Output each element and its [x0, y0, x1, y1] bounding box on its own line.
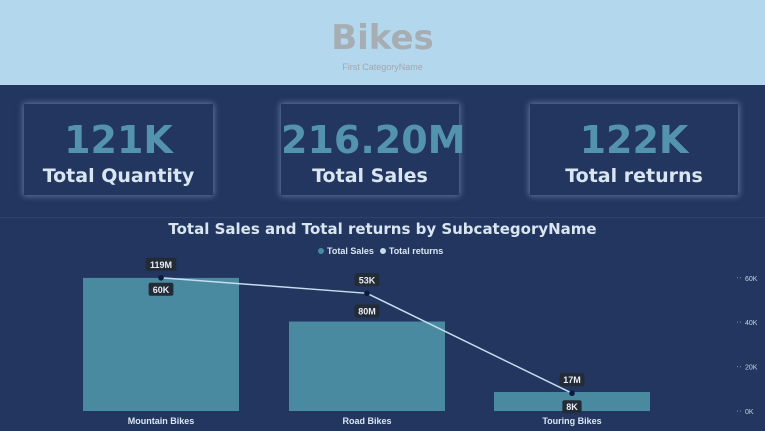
- legend-item-total-sales[interactable]: Total Sales: [318, 246, 374, 256]
- data-label-total-sales: 80M: [354, 304, 380, 318]
- svg-text:60K: 60K: [153, 285, 170, 295]
- kpi-card-total-returns[interactable]: 122K Total returns: [530, 104, 738, 195]
- legend-label: Total Sales: [327, 246, 374, 256]
- y2-tick-label: 40K: [745, 320, 758, 327]
- report-header: Bikes First CategoryName: [0, 0, 765, 85]
- point-total-returns[interactable]: [158, 274, 164, 281]
- svg-text:17M: 17M: [563, 375, 581, 385]
- y2-tick-label: 0K: [745, 409, 754, 416]
- legend-swatch: [379, 248, 386, 254]
- y2-tick-label: 20K: [745, 365, 758, 372]
- svg-text:80M: 80M: [358, 307, 376, 317]
- data-label-total-returns: 53K: [354, 273, 380, 287]
- kpi-card-total-sales[interactable]: 216.20M Total Sales: [281, 104, 466, 195]
- data-label-total-returns: 8K: [562, 400, 582, 414]
- page-title: Bikes: [331, 18, 434, 58]
- kpi-label: Total Quantity: [42, 165, 195, 187]
- legend-swatch: [318, 248, 324, 254]
- x-tick-label: Road Bikes: [342, 416, 391, 426]
- kpi-label: Total Sales: [312, 165, 428, 187]
- svg-text:119M: 119M: [150, 260, 172, 270]
- data-label-total-sales: 17M: [559, 373, 585, 387]
- kpi-value: 121K: [64, 118, 173, 162]
- kpi-value: 122K: [579, 118, 689, 162]
- point-total-returns[interactable]: [569, 390, 575, 397]
- point-total-returns[interactable]: [364, 290, 370, 297]
- y2-tick-label: 60K: [745, 276, 758, 283]
- svg-text:8K: 8K: [566, 402, 578, 412]
- chart-title: Total Sales and Total returns by Subcate…: [168, 220, 597, 238]
- chart-legend: Total Sales Total returns: [318, 246, 443, 256]
- kpi-label: Total returns: [565, 165, 703, 187]
- data-label-total-returns: 60K: [148, 282, 174, 296]
- kpi-value: 216.20M: [281, 118, 466, 162]
- data-label-total-sales: 119M: [145, 257, 177, 271]
- svg-text:53K: 53K: [359, 275, 376, 285]
- page-subtitle: First CategoryName: [342, 62, 423, 72]
- bar-total-sales-mountain-bikes[interactable]: [83, 277, 239, 411]
- legend-label: Total returns: [388, 246, 444, 256]
- x-tick-label: Touring Bikes: [542, 416, 601, 426]
- kpi-card-total-quantity[interactable]: 121K Total Quantity: [24, 104, 213, 195]
- legend-item-total-returns[interactable]: Total returns: [379, 246, 444, 256]
- x-tick-label: Mountain Bikes: [128, 416, 195, 426]
- bar-total-sales-road-bikes[interactable]: [289, 321, 445, 411]
